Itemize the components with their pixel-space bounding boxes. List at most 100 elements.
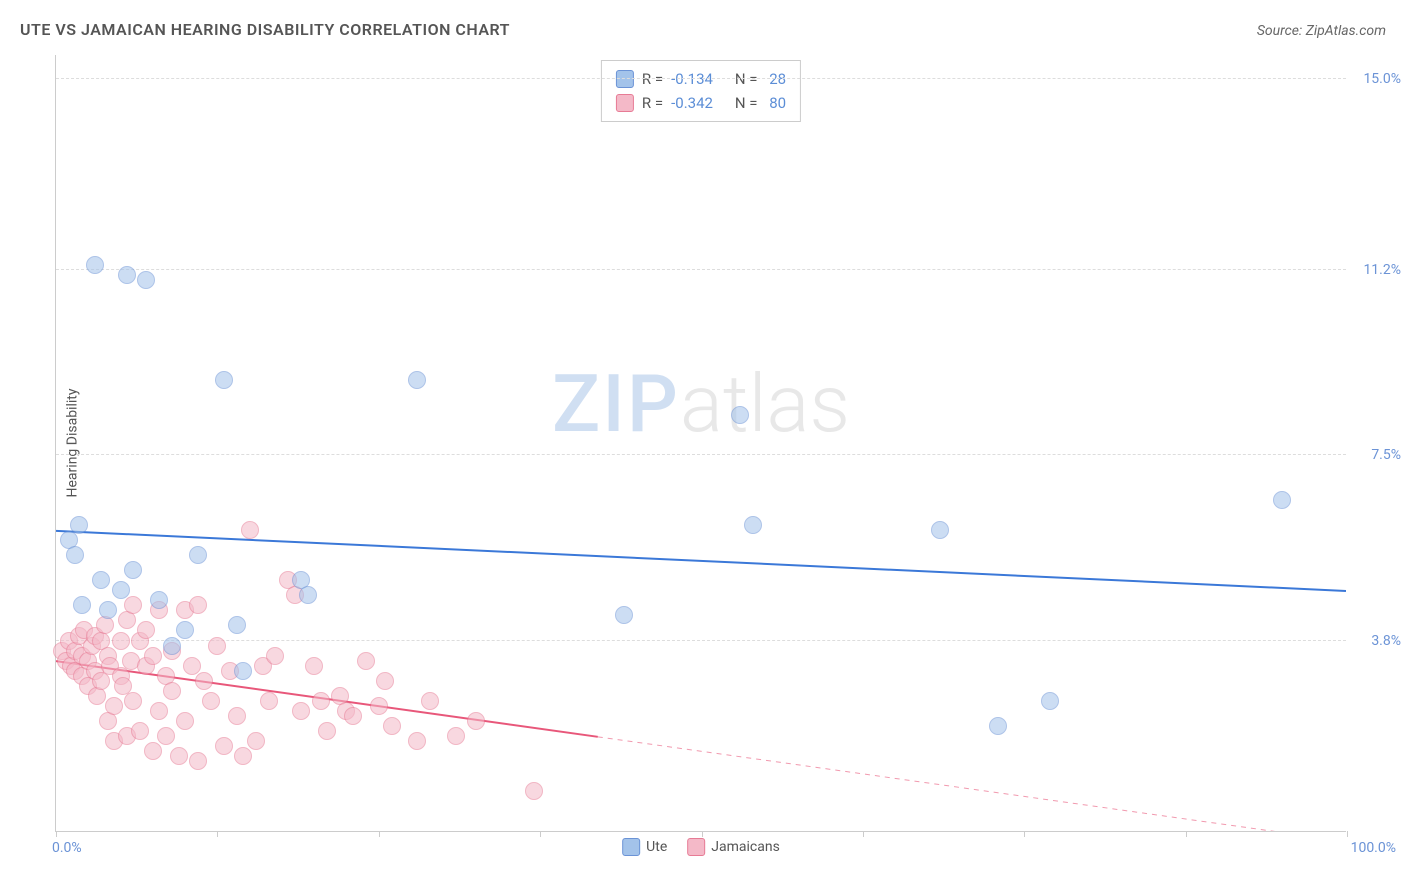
data-point <box>99 601 117 619</box>
x-tick <box>379 831 380 837</box>
data-point <box>150 591 168 609</box>
data-point <box>383 717 401 735</box>
data-point <box>260 692 278 710</box>
data-point <box>195 672 213 690</box>
data-point <box>731 406 749 424</box>
data-point <box>1041 692 1059 710</box>
data-point <box>467 712 485 730</box>
data-point <box>163 637 181 655</box>
y-tick-label: 11.2% <box>1363 262 1401 278</box>
data-point <box>357 652 375 670</box>
data-point <box>124 561 142 579</box>
x-tick <box>1347 831 1348 837</box>
data-point <box>208 637 226 655</box>
stat-n-value: 80 <box>765 91 786 115</box>
y-tick-label: 15.0% <box>1363 71 1401 87</box>
data-point <box>92 571 110 589</box>
data-point <box>266 647 284 665</box>
legend-item: Jamaicans <box>687 838 780 856</box>
gridline <box>56 78 1346 79</box>
data-point <box>189 546 207 564</box>
data-point <box>421 692 439 710</box>
data-point <box>305 657 323 675</box>
data-point <box>215 371 233 389</box>
data-point <box>1273 491 1291 509</box>
data-point <box>137 271 155 289</box>
data-point <box>744 516 762 534</box>
x-tick <box>217 831 218 837</box>
data-point <box>408 732 426 750</box>
data-point <box>105 697 123 715</box>
chart-title: UTE VS JAMAICAN HEARING DISABILITY CORRE… <box>20 20 510 39</box>
legend-swatch <box>622 838 640 856</box>
data-point <box>234 747 252 765</box>
data-point <box>176 621 194 639</box>
data-point <box>247 732 265 750</box>
correlation-stats-box: R =-0.134 N = 28R =-0.342 N = 80 <box>601 60 801 122</box>
source-attribution: Source: ZipAtlas.com <box>1257 23 1386 39</box>
data-point <box>615 606 633 624</box>
gridline <box>56 640 1346 641</box>
data-point <box>376 672 394 690</box>
gridline <box>56 454 1346 455</box>
legend-label: Ute <box>646 839 667 855</box>
data-point <box>124 692 142 710</box>
data-point <box>525 782 543 800</box>
data-point <box>88 687 106 705</box>
data-point <box>370 697 388 715</box>
data-point <box>215 737 233 755</box>
trend-lines-layer <box>56 55 1346 831</box>
legend-swatch <box>687 838 705 856</box>
data-point <box>131 722 149 740</box>
x-tick <box>863 831 864 837</box>
gridline <box>56 269 1346 270</box>
data-point <box>70 516 88 534</box>
data-point <box>318 722 336 740</box>
data-point <box>118 266 136 284</box>
x-axis-max-label: 100.0% <box>1351 840 1396 856</box>
data-point <box>73 596 91 614</box>
x-tick <box>702 831 703 837</box>
data-point <box>299 586 317 604</box>
trend-line-solid <box>56 531 1346 591</box>
data-point <box>312 692 330 710</box>
data-point <box>137 621 155 639</box>
data-point <box>447 727 465 745</box>
data-point <box>170 747 188 765</box>
stat-n-label: N = <box>731 91 757 115</box>
legend-item: Ute <box>622 838 667 856</box>
data-point <box>228 707 246 725</box>
data-point <box>241 521 259 539</box>
y-tick-label: 3.8% <box>1371 633 1401 649</box>
y-tick-label: 7.5% <box>1371 447 1401 463</box>
data-point <box>124 596 142 614</box>
data-point <box>112 632 130 650</box>
stat-r-value: -0.342 <box>671 91 723 115</box>
data-point <box>157 727 175 745</box>
series-legend: Ute Jamaicans <box>622 838 780 856</box>
stats-row: R = -0.342 N = 80 <box>616 91 786 115</box>
data-point <box>189 596 207 614</box>
data-point <box>163 682 181 700</box>
watermark-zip: ZIP <box>552 357 680 451</box>
data-point <box>150 702 168 720</box>
chart-header: UTE VS JAMAICAN HEARING DISABILITY CORRE… <box>20 20 1386 39</box>
data-point <box>989 717 1007 735</box>
data-point <box>112 581 130 599</box>
stat-r-label: R = <box>642 91 663 115</box>
y-axis-label: Hearing Disability <box>64 389 80 498</box>
data-point <box>66 546 84 564</box>
x-tick <box>1186 831 1187 837</box>
data-point <box>176 712 194 730</box>
data-point <box>344 707 362 725</box>
data-point <box>234 662 252 680</box>
data-point <box>292 702 310 720</box>
x-axis-min-label: 0.0% <box>52 840 82 856</box>
watermark-atlas: atlas <box>680 357 850 451</box>
data-point <box>86 256 104 274</box>
data-point <box>931 521 949 539</box>
legend-label: Jamaicans <box>711 839 780 855</box>
series-swatch <box>616 94 634 112</box>
data-point <box>202 692 220 710</box>
x-tick <box>56 831 57 837</box>
